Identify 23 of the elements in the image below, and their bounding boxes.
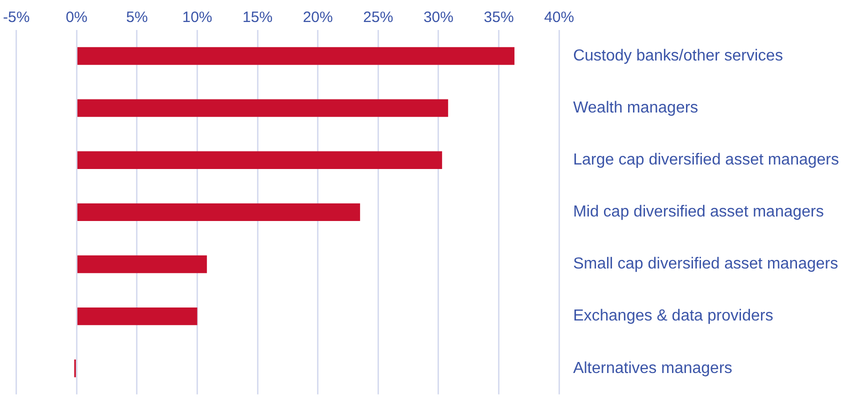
bar xyxy=(77,255,207,274)
x-tick-label: 20% xyxy=(302,9,333,26)
x-tick-label: 35% xyxy=(484,9,514,26)
x-tick-label: 10% xyxy=(182,9,212,26)
x-tick-label: 40% xyxy=(544,9,574,26)
y-tick-label: Large cap diversified asset managers xyxy=(573,152,839,169)
y-tick-label: Alternatives managers xyxy=(573,360,732,377)
bar xyxy=(77,151,442,169)
bar xyxy=(77,99,448,117)
y-tick-label: Wealth managers xyxy=(573,99,698,116)
x-tick-label: 0% xyxy=(66,9,88,26)
x-tick-label: 25% xyxy=(363,9,394,26)
bar xyxy=(77,47,514,65)
bar xyxy=(77,203,360,222)
y-tick-label: Exchanges & data providers xyxy=(573,308,774,325)
y-tick-label: Small cap diversified asset managers xyxy=(573,256,838,273)
x-tick-label: 15% xyxy=(242,9,273,26)
x-tick-label: 5% xyxy=(126,9,148,26)
y-tick-label: Mid cap diversified asset managers xyxy=(573,204,824,221)
y-tick-label: Custody banks/other services xyxy=(573,47,783,64)
bar xyxy=(77,307,198,326)
x-tick-label: 30% xyxy=(423,9,454,26)
x-tick-label: -5% xyxy=(2,9,30,26)
